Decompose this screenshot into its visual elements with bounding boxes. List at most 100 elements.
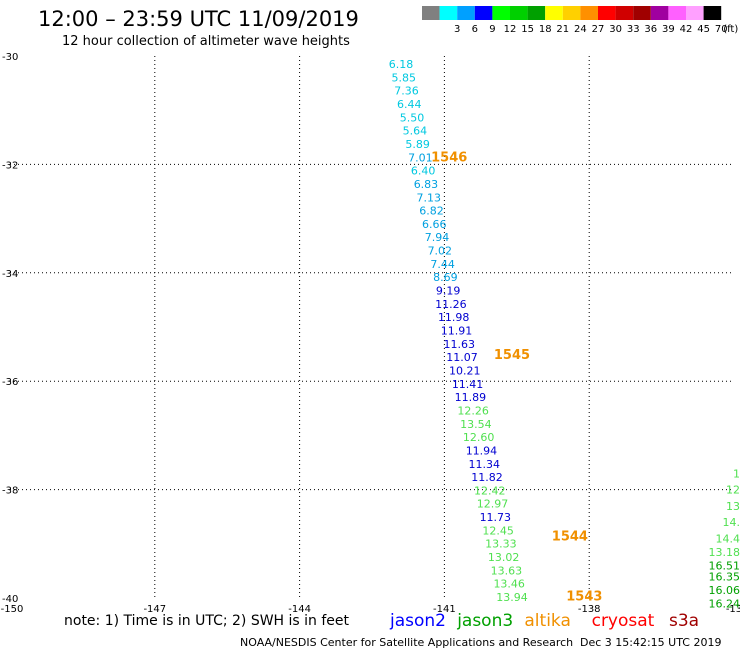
legend-tick-label: 45 bbox=[697, 24, 710, 35]
swh-value: 11.73 bbox=[480, 511, 512, 524]
swh-value: 5.64 bbox=[403, 125, 428, 138]
legend-tick-label: 42 bbox=[680, 24, 693, 35]
map-title: 12:00 – 23:59 UTC 11/09/2019 bbox=[38, 7, 359, 31]
legend-tick-label: 15 bbox=[521, 24, 534, 35]
satellite-cryosat: cryosat bbox=[592, 611, 655, 631]
swh-value: 10.21 bbox=[449, 364, 481, 377]
time-label: 1544 bbox=[552, 530, 588, 545]
legend-tick-label: 3 bbox=[454, 24, 460, 35]
lon-tick-label: -150 bbox=[1, 604, 24, 615]
legend-swatch bbox=[650, 6, 669, 20]
lat-tick-label: -34 bbox=[2, 269, 18, 280]
swh-value: 7.02 bbox=[428, 245, 453, 258]
swh-value: 11.34 bbox=[468, 458, 500, 471]
lat-tick-label: -32 bbox=[2, 160, 18, 171]
latitude-labels: -30 -32 -34 -36 -38 -40 bbox=[2, 52, 18, 605]
color-legend: 3 6 9 12 15 18 21 24 27 30 33 36 39 42 45 70(ft) bbox=[422, 6, 738, 35]
legend-swatch bbox=[703, 6, 722, 20]
swh-value: 13.46 bbox=[493, 578, 525, 591]
legend-tick-label: 70 bbox=[715, 24, 728, 35]
lat-tick-label: -38 bbox=[2, 486, 18, 497]
swh-value: 6.18 bbox=[389, 58, 414, 71]
swh-value: 14. bbox=[723, 516, 740, 529]
lat-tick-label: -40 bbox=[2, 594, 18, 605]
swh-value: 14.4 bbox=[716, 532, 740, 545]
swh-value: 1 bbox=[733, 467, 740, 480]
map-subtitle: 12 hour collection of altimeter wave hei… bbox=[62, 34, 350, 49]
swh-value: 11.98 bbox=[438, 311, 470, 324]
satellite-jason3: jason3 bbox=[456, 611, 513, 631]
lon-tick-label: -13 bbox=[726, 604, 740, 615]
lon-tick-label: -144 bbox=[288, 604, 311, 615]
time-label: 1546 bbox=[431, 150, 467, 165]
legend-swatch bbox=[598, 6, 616, 20]
lon-tick-label: -138 bbox=[578, 604, 601, 615]
legend-swatch bbox=[474, 6, 493, 20]
swh-value: 12.45 bbox=[482, 524, 514, 537]
time-label: 1545 bbox=[494, 348, 530, 363]
lat-tick-label: -30 bbox=[2, 52, 18, 63]
legend-swatch bbox=[633, 6, 651, 20]
swh-value: 12.60 bbox=[463, 431, 495, 444]
longitude-labels: -150 -147 -144 -141 -138 -13 bbox=[1, 604, 740, 615]
swh-track-main: 6.185.857.366.445.505.645.897.016.406.83… bbox=[389, 58, 528, 604]
swh-value: 11.07 bbox=[446, 351, 478, 364]
legend-swatch bbox=[545, 6, 563, 20]
legend-swatch bbox=[492, 6, 510, 20]
legend-swatch bbox=[686, 6, 704, 20]
legend-tick-label: 24 bbox=[574, 24, 587, 35]
swh-value: 5.85 bbox=[391, 71, 416, 84]
swh-value: 7.36 bbox=[394, 85, 419, 98]
swh-value: 7.94 bbox=[425, 231, 450, 244]
swh-value: 6.66 bbox=[422, 218, 447, 231]
swh-value: 13.94 bbox=[496, 591, 528, 604]
swh-value: 13.02 bbox=[488, 551, 520, 564]
credit-text: NOAA/NESDIS Center for Satellite Applica… bbox=[240, 636, 573, 649]
lon-tick-label: -147 bbox=[143, 604, 166, 615]
legend-swatch bbox=[615, 6, 634, 20]
swh-value: 16.35 bbox=[709, 570, 740, 583]
note-text: note: 1) Time is in UTC; 2) SWH is in fe… bbox=[64, 613, 350, 629]
legend-swatch bbox=[527, 6, 546, 20]
legend-tick-label: 18 bbox=[539, 24, 552, 35]
swh-value: 6.44 bbox=[397, 98, 422, 111]
lon-tick-label: -141 bbox=[433, 604, 456, 615]
swh-value: 13.18 bbox=[709, 546, 740, 559]
swh-value: 7.01 bbox=[408, 151, 433, 164]
satellite-altika: altika bbox=[524, 611, 571, 631]
swh-value: 12.42 bbox=[474, 484, 506, 497]
swh-value: 16.06 bbox=[709, 584, 740, 597]
legend-swatch bbox=[580, 6, 598, 20]
swh-value: 11.41 bbox=[452, 378, 484, 391]
swh-value: 11.82 bbox=[471, 471, 503, 484]
legend-swatch bbox=[422, 6, 440, 20]
swh-value: 7.13 bbox=[416, 191, 441, 204]
legend-tick-label: 9 bbox=[489, 24, 495, 35]
swh-value: 11.91 bbox=[441, 325, 473, 338]
legend-tick-label: 36 bbox=[644, 24, 657, 35]
swh-value: 13.54 bbox=[460, 418, 492, 431]
swh-value: 16.51 bbox=[709, 559, 740, 572]
legend-tick-label: 33 bbox=[627, 24, 640, 35]
swh-value: 11.94 bbox=[466, 444, 498, 457]
legend-swatch bbox=[439, 6, 458, 20]
satellite-jason2: jason2 bbox=[389, 611, 446, 631]
time-labels: 1546 1545 1544 1543 bbox=[431, 150, 602, 604]
legend-unit: (ft) bbox=[723, 24, 738, 35]
swh-value: 7.44 bbox=[430, 258, 455, 271]
swh-value: 5.89 bbox=[405, 138, 430, 151]
lat-lon-grid bbox=[10, 56, 734, 598]
legend-tick-label: 30 bbox=[609, 24, 622, 35]
legend-tick-label: 12 bbox=[504, 24, 517, 35]
swh-value: 13.63 bbox=[491, 564, 523, 577]
swh-value: 12 bbox=[726, 484, 740, 497]
swh-value: 11.26 bbox=[435, 298, 467, 311]
swh-value: 6.40 bbox=[411, 165, 436, 178]
lat-tick-label: -36 bbox=[2, 377, 18, 388]
generated-timestamp: Dec 3 15:42:15 UTC 2019 bbox=[580, 636, 721, 649]
swh-value: 5.50 bbox=[400, 111, 425, 124]
swh-value: 13.33 bbox=[485, 538, 517, 551]
satellite-legend: jason2 jason3 altika cryosat s3a bbox=[389, 611, 699, 631]
swh-value: 11.63 bbox=[443, 338, 475, 351]
